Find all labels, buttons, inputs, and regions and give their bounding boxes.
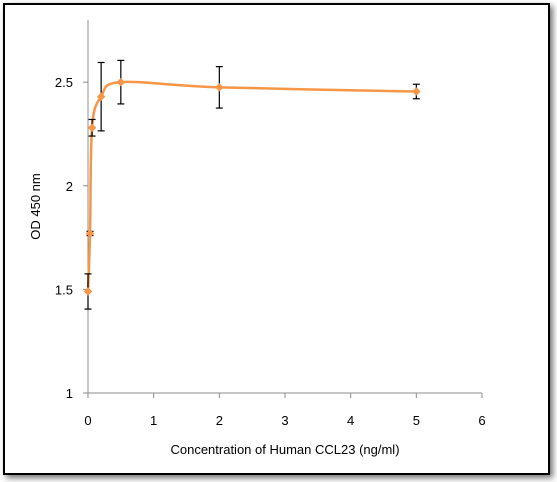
y-ticks: 1 1.5 2 2.5 [55, 75, 88, 401]
x-axis-title: Concentration of Human CCL23 (ng/ml) [170, 442, 399, 457]
x-tick-label: 6 [478, 413, 485, 428]
data-point-marker [96, 92, 106, 102]
x-ticks: 0 1 2 3 4 5 6 [84, 393, 486, 428]
series-layer [83, 59, 421, 310]
y-tick-label: 2.5 [55, 75, 73, 90]
y-tick-label: 1 [66, 386, 73, 401]
chart-frame [3, 3, 550, 475]
data-point-marker [87, 123, 97, 133]
y-tick-label: 1.5 [55, 282, 73, 297]
axes [87, 20, 482, 394]
y-axis-title: OD 450 nm [28, 173, 43, 239]
series-line [86, 80, 417, 292]
x-tick-label: 0 [84, 413, 91, 428]
y-tick-label: 2 [66, 179, 73, 194]
x-tick-label: 3 [281, 413, 288, 428]
x-tick-label: 5 [413, 413, 420, 428]
x-tick-label: 1 [150, 413, 157, 428]
data-point-marker [411, 87, 421, 96]
data-point-marker [85, 229, 95, 238]
x-tick-label: 2 [216, 413, 223, 428]
x-tick-label: 4 [347, 413, 354, 428]
data-point-marker [116, 77, 126, 87]
data-point-marker [214, 82, 224, 92]
data-point-marker [83, 287, 93, 296]
